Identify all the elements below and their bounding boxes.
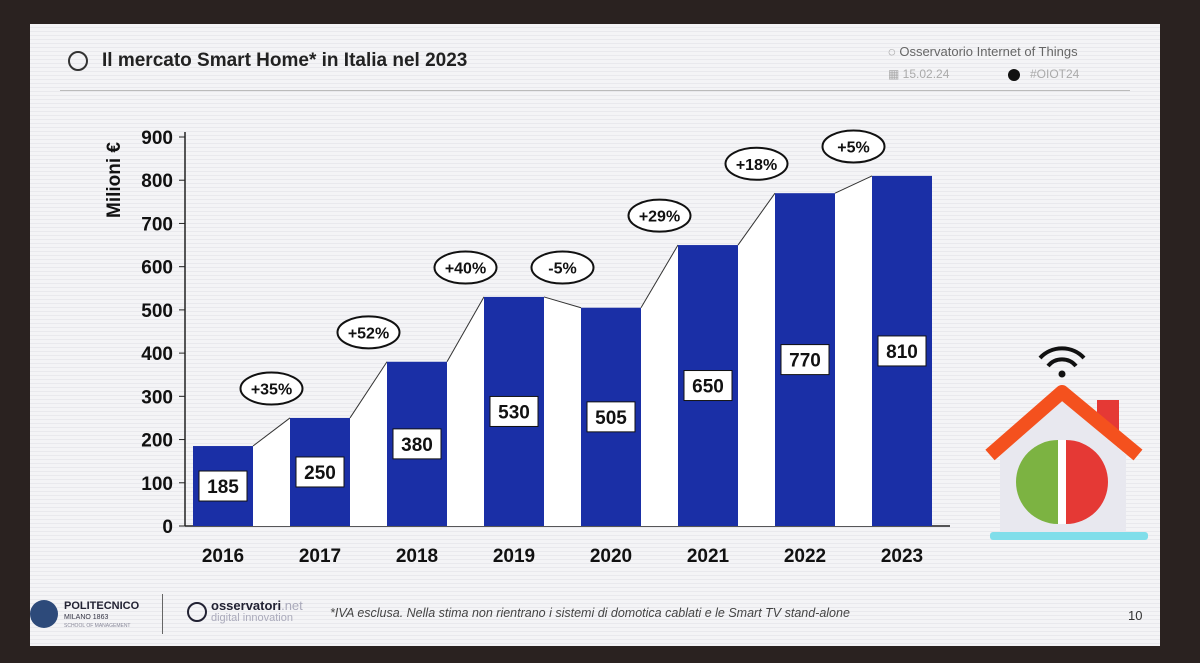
connector-line — [834, 175, 873, 194]
connector-area — [544, 296, 581, 526]
logo-school: SCHOOL OF MANAGEMENT — [64, 623, 131, 629]
house-base — [990, 532, 1148, 540]
logo-sub: MILANO 1863 — [64, 614, 109, 621]
value-label-box — [489, 395, 539, 427]
y-tick-label: 700 — [141, 214, 173, 235]
growth-badge — [433, 250, 498, 285]
connector-line — [349, 361, 388, 419]
logo2-name: osservatori — [211, 598, 282, 613]
footnote: *IVA esclusa. Nella stima non rientrano … — [330, 606, 850, 620]
value-label-box — [683, 370, 733, 402]
wifi-arc — [1046, 357, 1078, 368]
flag-green — [1016, 440, 1058, 524]
x-tick-label: 2022 — [784, 546, 826, 567]
y-tick-label: 0 — [162, 517, 173, 538]
growth-label: +52% — [348, 325, 389, 342]
x-tick-label: 2016 — [202, 546, 244, 567]
growth-label: +18% — [736, 157, 777, 174]
logo2-sub: digital innovation — [211, 612, 293, 624]
value-label-box — [392, 428, 442, 460]
logo-name: POLITECNICO — [64, 600, 140, 612]
x-tick-label: 2018 — [396, 546, 438, 567]
growth-badge — [336, 315, 401, 350]
value-label-box — [780, 344, 830, 376]
organization-name: Osservatorio Internet of Things — [899, 44, 1078, 59]
y-tick-label: 800 — [141, 171, 173, 192]
growth-badge — [530, 250, 595, 285]
value-label: 505 — [595, 408, 627, 429]
y-tick-label: 600 — [141, 258, 173, 279]
bubble-icon — [187, 602, 207, 622]
wifi-dot — [1058, 370, 1066, 378]
connector-line — [737, 192, 776, 246]
y-tick-label: 400 — [141, 344, 173, 365]
seal-icon — [30, 600, 58, 628]
growth-badge — [724, 146, 789, 181]
wifi-icon — [1038, 346, 1086, 360]
x-tick-label: 2017 — [299, 546, 341, 567]
x-tick-label: 2023 — [881, 546, 923, 567]
y-tick-label: 500 — [141, 301, 173, 322]
x-tick-label: 2020 — [590, 546, 632, 567]
roof — [985, 385, 1143, 461]
connector-area — [835, 175, 872, 526]
y-tick-label: 300 — [141, 387, 173, 408]
value-label: 185 — [207, 477, 239, 498]
growth-label: +5% — [837, 140, 869, 157]
growth-label: +29% — [639, 209, 680, 226]
hashtag: #OIOT24 — [1008, 67, 1079, 81]
x-tick-label: 2019 — [493, 546, 535, 567]
organization: ◌ Osservatorio Internet of Things — [888, 44, 1078, 59]
value-label-box — [586, 401, 636, 433]
value-label: 380 — [401, 435, 433, 456]
y-tick-label: 900 — [141, 128, 173, 149]
connector-area — [641, 245, 678, 527]
connector-line — [543, 296, 582, 309]
slide-title: Il mercato Smart Home* in Italia nel 202… — [102, 50, 468, 71]
divider — [60, 90, 1130, 91]
connector-area — [350, 361, 387, 526]
logo2-tld: .net — [281, 598, 303, 613]
growth-badge — [239, 371, 304, 406]
value-label-box — [877, 335, 927, 367]
y-tick-label: 200 — [141, 431, 173, 452]
flag-white — [1058, 440, 1066, 524]
connector-area — [253, 417, 290, 526]
x-tick-label: 2021 — [687, 546, 730, 567]
growth-badge — [821, 129, 886, 164]
smart-home-icon — [985, 346, 1148, 540]
speech-bubble-icon — [68, 51, 88, 71]
connector-line — [446, 296, 485, 363]
value-label: 810 — [886, 342, 918, 363]
twitter-icon — [1008, 68, 1020, 81]
value-label: 530 — [498, 402, 530, 423]
value-label-box — [295, 456, 345, 488]
y-axis-label: Milioni € — [104, 142, 125, 218]
date-text: 15.02.24 — [902, 67, 950, 81]
y-tick-label: 100 — [141, 474, 173, 495]
footer-divider — [162, 594, 163, 634]
date: ▦ 15.02.24 — [888, 67, 950, 81]
growth-label: +35% — [251, 382, 292, 399]
page-number: 10 — [1128, 608, 1143, 623]
value-label-box — [198, 470, 248, 502]
connector-area — [447, 296, 484, 526]
growth-badge — [627, 198, 692, 233]
value-label: 250 — [304, 463, 336, 484]
growth-label: -5% — [548, 261, 576, 278]
flag-red — [1066, 440, 1108, 524]
connector-area — [738, 193, 775, 526]
value-label: 650 — [692, 377, 724, 398]
connector-line — [640, 244, 679, 308]
connector-line — [252, 417, 291, 447]
hashtag-text: #OIOT24 — [1030, 67, 1080, 81]
growth-label: +40% — [445, 261, 486, 278]
value-label: 770 — [789, 351, 821, 372]
